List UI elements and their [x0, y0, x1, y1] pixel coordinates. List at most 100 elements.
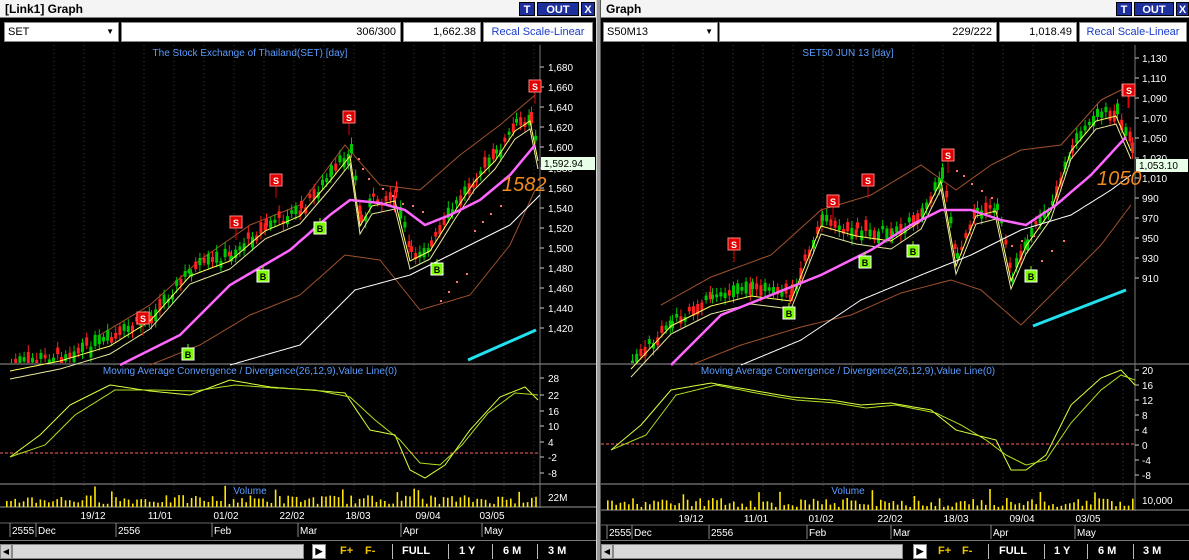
sar-dot	[1021, 240, 1023, 242]
close-button[interactable]: X	[1176, 2, 1189, 16]
candle	[534, 135, 538, 141]
volume-bar	[1115, 506, 1117, 510]
scrollbar-track[interactable]	[12, 544, 304, 559]
sar-dot	[791, 285, 793, 287]
candle	[631, 360, 634, 363]
divider	[537, 544, 538, 559]
sar-dot	[1063, 240, 1065, 242]
recal-scale-button[interactable]: Recal Scale-Linear	[1079, 22, 1187, 42]
sar-dot	[466, 273, 468, 275]
price-axis-label: 910	[1142, 274, 1159, 285]
tile-button[interactable]: T	[1116, 2, 1132, 16]
close-button[interactable]: X	[581, 2, 595, 16]
volume-bar	[426, 503, 428, 507]
candle	[1131, 142, 1134, 154]
last-price-label: 1,053.10	[1139, 161, 1178, 172]
candle	[527, 115, 531, 126]
period-3m-button[interactable]: 3 M	[548, 545, 567, 557]
candle	[854, 229, 858, 236]
chart-toolbar: SET ▼ 306/300 1,662.38 Recal Scale-Linear	[0, 19, 596, 45]
sell-signal	[727, 237, 741, 251]
recal-scale-button[interactable]: Recal Scale-Linear	[483, 22, 593, 42]
period-full-button[interactable]: FULL	[999, 545, 1028, 557]
period-1y-button[interactable]: 1 Y	[459, 545, 476, 557]
out-button[interactable]: OUT	[537, 2, 579, 16]
candle	[211, 256, 214, 263]
volume-title: Volume	[233, 486, 267, 497]
zoom-in-button[interactable]: F+	[340, 545, 354, 557]
volume-bar	[896, 504, 899, 510]
candle	[179, 278, 183, 286]
symbol-select[interactable]: S50M13 ▼	[603, 22, 718, 42]
volume-bar	[1018, 503, 1021, 510]
volume-bar	[607, 500, 609, 510]
candle	[1108, 110, 1112, 121]
chevron-down-icon[interactable]: ▼	[705, 27, 713, 36]
period-6m-button[interactable]: 6 M	[503, 545, 522, 557]
scroll-left-arrow[interactable]: ◀	[0, 544, 12, 559]
candle	[692, 306, 695, 316]
candle	[1042, 211, 1046, 218]
period-6m-button[interactable]: 6 M	[1098, 545, 1117, 557]
volume-bar	[161, 502, 163, 507]
candle	[1023, 241, 1027, 249]
candle	[696, 304, 700, 315]
volume-bar	[384, 500, 386, 507]
volume-bar	[266, 501, 268, 507]
tile-button[interactable]: T	[519, 2, 535, 16]
candle	[360, 214, 363, 223]
ma-line-white	[229, 194, 541, 366]
ma-line-yellow	[630, 115, 1132, 370]
scrollbar-track[interactable]	[613, 544, 903, 559]
period-full-button[interactable]: FULL	[402, 545, 431, 557]
scroll-left-arrow[interactable]: ◀	[601, 544, 613, 559]
bollinger-upper	[99, 94, 536, 336]
candle	[816, 226, 820, 235]
ma-line-pink	[670, 136, 1127, 366]
month-label: May	[484, 526, 503, 537]
macd-axis-label: 4	[1142, 426, 1148, 437]
volume-bar	[766, 501, 769, 510]
period-3m-button[interactable]: 3 M	[1143, 545, 1162, 557]
volume-bar	[888, 502, 890, 510]
chart-canvas[interactable]: The Stock Exchange of Thailand(SET) [day…	[0, 45, 596, 540]
scroll-right-arrow[interactable]: ▶	[312, 544, 326, 559]
volume-bar	[678, 503, 680, 510]
volume-bar	[800, 499, 802, 510]
out-button[interactable]: OUT	[1134, 2, 1174, 16]
symbol-select[interactable]: SET ▼	[4, 22, 119, 42]
volume-bar	[1102, 498, 1105, 510]
zoom-in-button[interactable]: F+	[938, 545, 952, 557]
candle	[18, 356, 22, 363]
zoom-out-button[interactable]: F-	[365, 545, 376, 557]
chart-canvas[interactable]: SET50 JUN 13 [day] 1,130 1,110 1,090 1,070 1,…	[601, 45, 1189, 540]
sar-dot	[362, 168, 364, 170]
macd-title: Moving Average Convergence / Divergence(…	[701, 366, 995, 377]
chart-area[interactable]: SET50 JUN 13 [day] 1,130 1,110 1,090 1,070 1,…	[601, 45, 1189, 540]
volume-bar	[1090, 504, 1092, 510]
bollinger-lower	[149, 189, 536, 366]
candle	[230, 255, 233, 262]
candle	[671, 321, 674, 329]
price-axis-label: 1,560	[548, 184, 573, 195]
trend-line	[467, 328, 537, 362]
chevron-down-icon[interactable]: ▼	[106, 27, 114, 36]
macd-axis-label: -4	[1142, 456, 1151, 467]
scroll-right-arrow[interactable]: ▶	[913, 544, 927, 559]
price-field: 1,662.38	[403, 22, 481, 42]
candle	[941, 167, 944, 179]
candle	[190, 272, 193, 277]
zoom-out-button[interactable]: F-	[962, 545, 973, 557]
candle	[1004, 239, 1008, 245]
volume-bar	[674, 505, 676, 510]
candle	[187, 268, 191, 274]
sar-dot	[358, 158, 360, 160]
candle	[1100, 111, 1104, 118]
volume-bar	[190, 497, 193, 507]
volume-bar	[1077, 499, 1079, 510]
period-1y-button[interactable]: 1 Y	[1054, 545, 1071, 557]
volume-bar	[56, 499, 58, 507]
candle	[158, 298, 162, 311]
panel-splitter[interactable]	[596, 0, 601, 560]
chart-area[interactable]: The Stock Exchange of Thailand(SET) [day…	[0, 45, 596, 540]
